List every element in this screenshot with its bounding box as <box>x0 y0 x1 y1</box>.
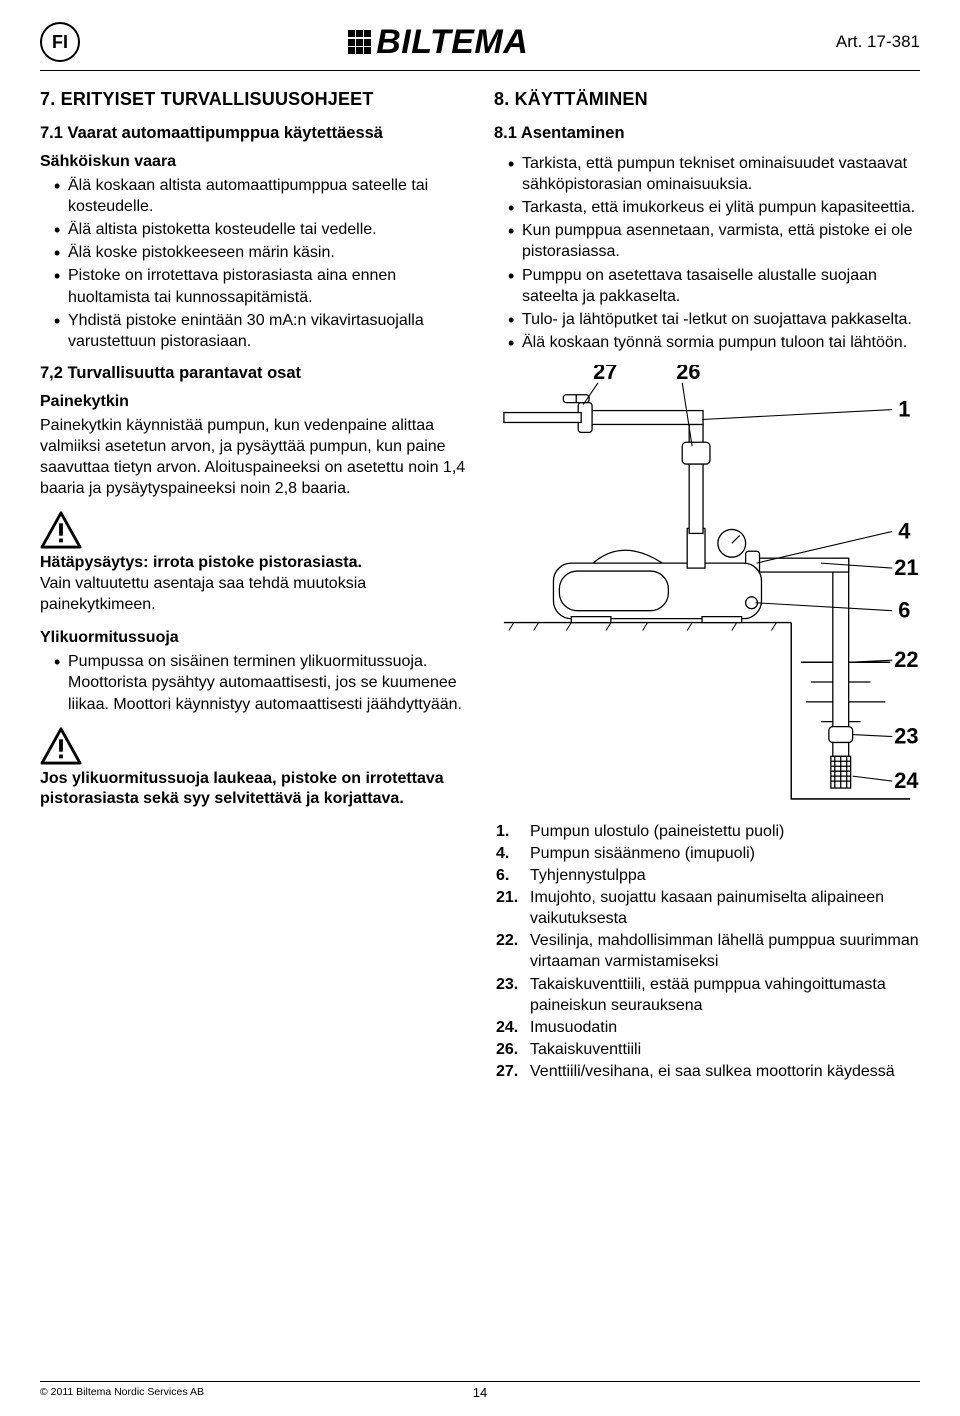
list-item: Kun pumppua asennetaan, varmista, että p… <box>508 220 920 262</box>
callout-27: 27 <box>593 365 617 384</box>
list-item: Pistoke on irrotettava pistorasiasta ain… <box>54 265 466 307</box>
legend-row: 4.Pumpun sisäänmeno (imupuoli) <box>496 843 920 864</box>
callout-6: 6 <box>898 598 910 623</box>
brand-logo: BILTEMA <box>348 23 529 62</box>
legend-row: 1.Pumpun ulostulo (paineistettu puoli) <box>496 821 920 842</box>
callout-22: 22 <box>894 647 918 672</box>
right-column: 8. KÄYTTÄMINEN 8.1 Asentaminen Tarkista,… <box>494 89 920 1083</box>
list-item: Pumppu on asetettava tasaiselle alustall… <box>508 265 920 307</box>
list-item: Yhdistä pistoke enintään 30 mA:n vikavir… <box>54 310 466 352</box>
brand-text: BILTEMA <box>376 23 528 62</box>
content-columns: 7. ERITYISET TURVALLISUUSOHJEET 7.1 Vaar… <box>40 89 920 1083</box>
copyright: © 2011 Biltema Nordic Services AB <box>40 1386 204 1398</box>
list-item: Älä koskaan työnnä sormia pumpun tuloon … <box>508 332 920 353</box>
emergency-stop-body: Vain valtuutettu asentaja saa tehdä muut… <box>40 574 466 616</box>
subhead-sahkoiskun: Sähköiskun vaara <box>40 153 466 171</box>
list-asentaminen: Tarkista, että pumpun tekniset ominaisuu… <box>494 153 920 353</box>
article-number: Art. 17-381 <box>836 32 920 52</box>
list-item: Tulo- ja lähtöputket tai -letkut on suoj… <box>508 309 920 330</box>
left-column: 7. ERITYISET TURVALLISUUSOHJEET 7.1 Vaar… <box>40 89 466 1083</box>
legend-row: 6.Tyhjennystulppa <box>496 865 920 886</box>
callout-4: 4 <box>898 518 910 543</box>
paragraph-painekytkin: Painekytkin käynnistää pumpun, kun veden… <box>40 415 466 499</box>
overload-trip-bold: Jos ylikuormitussuoja laukeaa, pistoke o… <box>40 769 466 810</box>
heading-8: 8. KÄYTTÄMINEN <box>494 89 920 110</box>
subhead-ylikuormitus: Ylikuormitussuoja <box>40 629 466 647</box>
subhead-painekytkin: Painekytkin <box>40 393 466 411</box>
legend-row: 22.Vesilinja, mahdollisimman lähellä pum… <box>496 930 920 972</box>
brand-squares-icon <box>348 30 372 54</box>
legend-row: 26.Takaiskuventtiili <box>496 1039 920 1060</box>
page-number: 14 <box>473 1385 487 1400</box>
callout-24: 24 <box>894 768 918 793</box>
list-item: Tarkista, että pumpun tekniset ominaisuu… <box>508 153 920 195</box>
legend-row: 27.Venttiili/vesihana, ei saa sulkea moo… <box>496 1061 920 1082</box>
heading-7: 7. ERITYISET TURVALLISUUSOHJEET <box>40 89 466 110</box>
callout-1: 1 <box>898 397 910 422</box>
list-item: Älä koske pistokkeeseen märin käsin. <box>54 242 466 263</box>
pump-diagram: 27 26 1 4 21 6 22 23 24 <box>494 365 920 811</box>
list-item: Älä altista pistoketta kosteudelle tai v… <box>54 219 466 240</box>
callout-23: 23 <box>894 723 918 748</box>
list-item: Älä koskaan altista automaattipumppua sa… <box>54 175 466 217</box>
page-footer: © 2011 Biltema Nordic Services AB 14 <box>40 1381 920 1398</box>
legend-row: 24.Imusuodatin <box>496 1017 920 1038</box>
top-bar: FI BILTEMA Art. 17-381 <box>40 22 920 71</box>
warning-icon <box>40 727 82 765</box>
diagram-legend: 1.Pumpun ulostulo (paineistettu puoli) 4… <box>494 821 920 1082</box>
callout-21: 21 <box>894 555 918 580</box>
list-sahkoiskun: Älä koskaan altista automaattipumppua sa… <box>40 175 466 352</box>
emergency-stop-bold: Hätäpysäytys: irrota pistoke pistorasias… <box>40 553 466 573</box>
heading-7-2: 7,2 Turvallisuutta parantavat osat <box>40 364 466 383</box>
list-item: Pumpussa on sisäinen terminen ylikuormit… <box>54 651 466 714</box>
legend-row: 23.Takaiskuventtiili, estää pumppua vahi… <box>496 974 920 1016</box>
callout-26: 26 <box>676 365 700 384</box>
list-ylikuormitus: Pumpussa on sisäinen terminen ylikuormit… <box>40 651 466 714</box>
heading-8-1: 8.1 Asentaminen <box>494 124 920 143</box>
language-badge: FI <box>40 22 80 62</box>
warning-icon <box>40 511 82 549</box>
list-item: Tarkasta, että imukorkeus ei ylitä pumpu… <box>508 197 920 218</box>
heading-7-1: 7.1 Vaarat automaattipumppua käytettäess… <box>40 124 466 143</box>
legend-row: 21.Imujohto, suojattu kasaan painumiselt… <box>496 887 920 929</box>
